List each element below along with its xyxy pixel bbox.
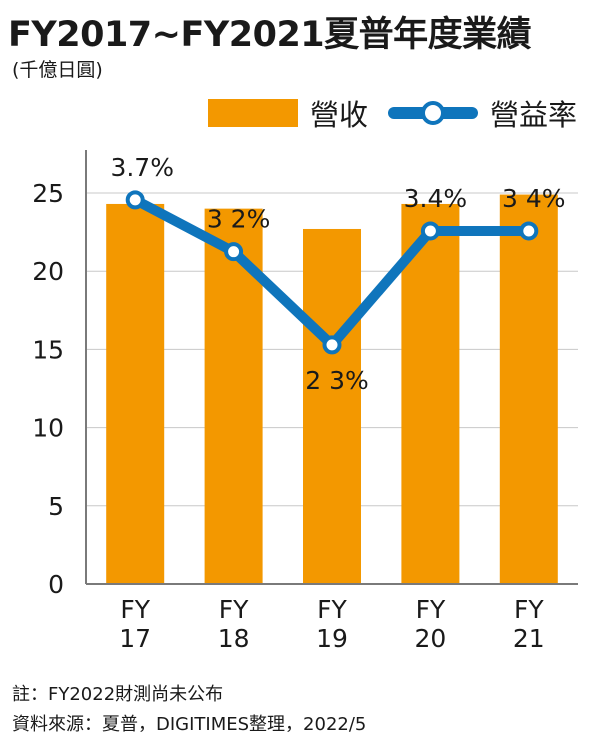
line-data-label: 2 3% bbox=[305, 366, 369, 395]
line-point bbox=[519, 221, 539, 241]
chart-title: FY2017~FY2021夏普年度業績 bbox=[8, 15, 532, 55]
x-tick-label: FY 21 bbox=[513, 595, 545, 653]
legend: 營收 營益率 bbox=[208, 92, 577, 134]
line-data-label: 3.4% bbox=[404, 184, 468, 213]
line-point bbox=[224, 242, 244, 262]
y-tick-label: 10 bbox=[32, 414, 64, 443]
line-point bbox=[322, 335, 342, 355]
x-tick-label: FY 18 bbox=[218, 595, 250, 653]
bar bbox=[303, 228, 361, 585]
line-data-label: 3.7% bbox=[110, 153, 174, 182]
y-tick-label: 25 bbox=[32, 179, 64, 208]
bar bbox=[499, 194, 558, 584]
legend-bar-swatch bbox=[208, 99, 298, 127]
line-data-label: 3 4% bbox=[502, 184, 566, 213]
line-data-label: 3 2% bbox=[207, 205, 271, 234]
line-point bbox=[125, 190, 145, 210]
y-tick-label: 20 bbox=[32, 257, 64, 286]
y-tick-label: 5 bbox=[48, 492, 64, 521]
bar bbox=[106, 203, 165, 584]
source-note: 資料來源：夏普，DIGITIMES整理，2022/5 bbox=[12, 714, 367, 735]
footnote: 註：FY2022財測尚未公布 bbox=[12, 684, 224, 705]
unit-label: (千億日圓) bbox=[12, 59, 103, 81]
legend-line-label: 營益率 bbox=[490, 98, 578, 132]
legend-bar-label: 營收 bbox=[310, 98, 369, 132]
y-tick-label: 15 bbox=[32, 335, 64, 364]
y-tick-label: 0 bbox=[48, 570, 64, 599]
x-tick-label: FY 20 bbox=[414, 595, 446, 653]
line-point bbox=[420, 221, 440, 241]
x-tick-label: FY 19 bbox=[316, 595, 348, 653]
legend-line-swatch bbox=[388, 93, 479, 133]
x-tick-label: FY 17 bbox=[119, 595, 151, 653]
bar bbox=[401, 203, 460, 584]
